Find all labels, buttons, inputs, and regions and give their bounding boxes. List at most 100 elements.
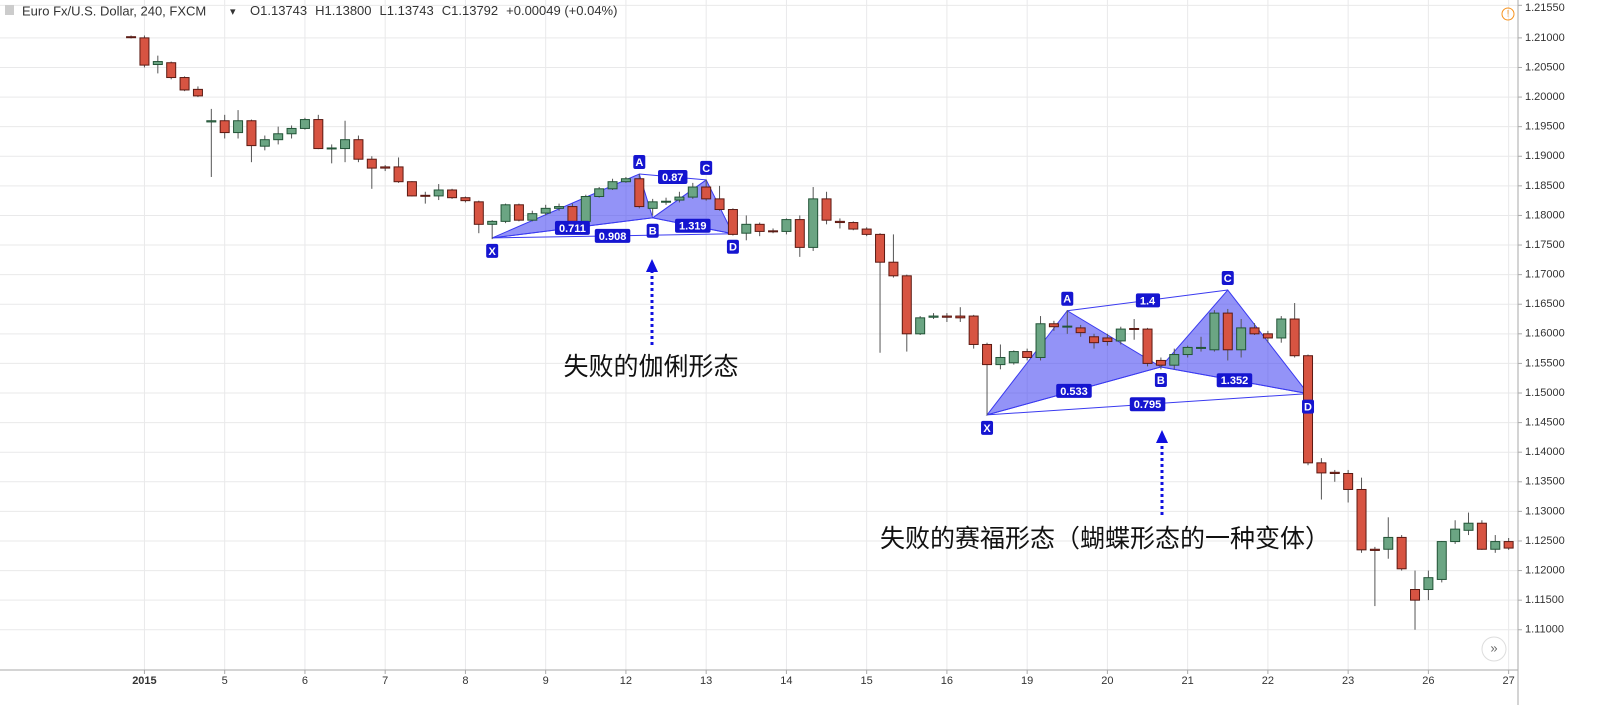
candle-body <box>166 62 177 79</box>
ratio-label: 0.711 <box>559 223 586 235</box>
x-tick-label: 13 <box>700 675 712 687</box>
x-tick-label: 15 <box>861 675 873 687</box>
candle-body <box>661 200 672 203</box>
candle-body <box>139 37 150 66</box>
candle-body <box>1129 327 1140 330</box>
quote-key: O <box>250 3 260 18</box>
quote-value: 1.13792 <box>451 3 498 18</box>
candle-body <box>1209 312 1220 351</box>
candle-body <box>1383 536 1394 550</box>
candle-body <box>647 201 658 209</box>
candle-body <box>126 36 137 39</box>
x-tick-label: 23 <box>1342 675 1354 687</box>
candle-body <box>433 189 444 197</box>
candle-body <box>1008 351 1019 364</box>
y-tick-label: 1.11000 <box>1525 624 1564 636</box>
symbol-icon <box>5 5 14 15</box>
candle-body <box>192 88 203 97</box>
ratio-box <box>1129 397 1166 412</box>
candle-body <box>1142 328 1153 364</box>
candle-body <box>941 315 952 318</box>
candle-body <box>901 275 912 335</box>
x-tick-label: 2015 <box>132 675 156 687</box>
y-tick-label: 1.14500 <box>1525 417 1565 429</box>
candle-body <box>727 209 738 235</box>
y-tick-label: 1.18500 <box>1525 180 1565 192</box>
candle-body <box>393 166 404 183</box>
candle-body <box>567 206 578 222</box>
x-tick-label: 16 <box>941 675 953 687</box>
candle-body <box>821 198 832 221</box>
candle-body <box>259 139 270 147</box>
point-box <box>486 243 499 258</box>
candle-body <box>928 315 939 318</box>
x-tick-label: 22 <box>1262 675 1274 687</box>
candle-body <box>1169 354 1180 366</box>
candle-body <box>741 223 752 234</box>
arrow-head <box>646 259 658 272</box>
candle-body <box>527 213 538 221</box>
candle-body <box>1503 541 1514 549</box>
candle-body <box>1249 327 1260 335</box>
y-tick-label: 1.12000 <box>1525 564 1565 576</box>
point-box <box>1221 271 1234 286</box>
candle-body <box>366 158 377 169</box>
quote-value: 1.13743 <box>260 3 307 18</box>
ratio-box <box>1135 293 1161 308</box>
candle-body <box>955 315 966 319</box>
y-tick-label: 1.18000 <box>1525 209 1565 221</box>
x-tick-label: 14 <box>780 675 792 687</box>
x-tick-label: 19 <box>1021 675 1033 687</box>
y-tick-label: 1.21550 <box>1525 2 1565 14</box>
point-label: D <box>729 242 737 254</box>
point-label: B <box>649 226 657 238</box>
point-label: A <box>635 157 643 169</box>
candles <box>126 35 1514 630</box>
candle-body <box>1222 312 1233 351</box>
y-tick-label: 1.17500 <box>1525 239 1565 251</box>
y-tick-label: 1.16500 <box>1525 298 1565 310</box>
y-tick-label: 1.12500 <box>1525 535 1565 547</box>
point-label: C <box>1224 273 1232 285</box>
candle-body <box>152 61 163 66</box>
scroll-button[interactable] <box>1481 636 1507 662</box>
candle-body <box>540 207 551 214</box>
x-tick-label: 5 <box>222 675 228 687</box>
x-tick-label: 6 <box>302 675 308 687</box>
candle-body <box>687 186 698 198</box>
candle-body <box>1490 541 1501 550</box>
point-label: A <box>1063 294 1071 306</box>
arrow-head <box>1156 430 1168 443</box>
x-tick-label: 27 <box>1503 675 1515 687</box>
candle-body <box>1463 522 1474 531</box>
candle-body <box>1316 462 1327 474</box>
candle-body <box>1423 577 1434 591</box>
point-box <box>1154 372 1167 387</box>
menu-caret[interactable]: ▾ <box>230 6 236 18</box>
candle-body <box>1450 528 1461 543</box>
candle-body <box>340 139 351 150</box>
point-box <box>646 223 659 238</box>
candle-body <box>875 233 886 263</box>
candle-body <box>1048 323 1059 328</box>
quote: O1.13743 H1.13800 L1.13743 C1.13792 +0.00049… <box>250 3 617 18</box>
point-box <box>1302 399 1315 414</box>
candle-body <box>995 356 1006 366</box>
candle-body <box>1329 471 1340 474</box>
candle-body <box>1343 472 1354 490</box>
candle-body <box>768 230 779 233</box>
x-tick-label: 26 <box>1422 675 1434 687</box>
scroll-button-icon: » <box>1490 640 1497 655</box>
alert-icon[interactable] <box>1501 7 1515 21</box>
candle-body <box>473 201 484 225</box>
candle-body <box>460 197 471 202</box>
quote-change: +0.00049 (+0.04%) <box>506 3 617 18</box>
ratio-label: 1.319 <box>679 221 707 233</box>
x-tick-label: 21 <box>1182 675 1194 687</box>
y-tick-label: 1.14000 <box>1525 446 1565 458</box>
candle-body <box>1262 333 1273 339</box>
point-box <box>981 420 994 435</box>
ratio-box <box>658 169 688 184</box>
candle-body <box>915 317 926 335</box>
x-tick-label: 12 <box>620 675 632 687</box>
